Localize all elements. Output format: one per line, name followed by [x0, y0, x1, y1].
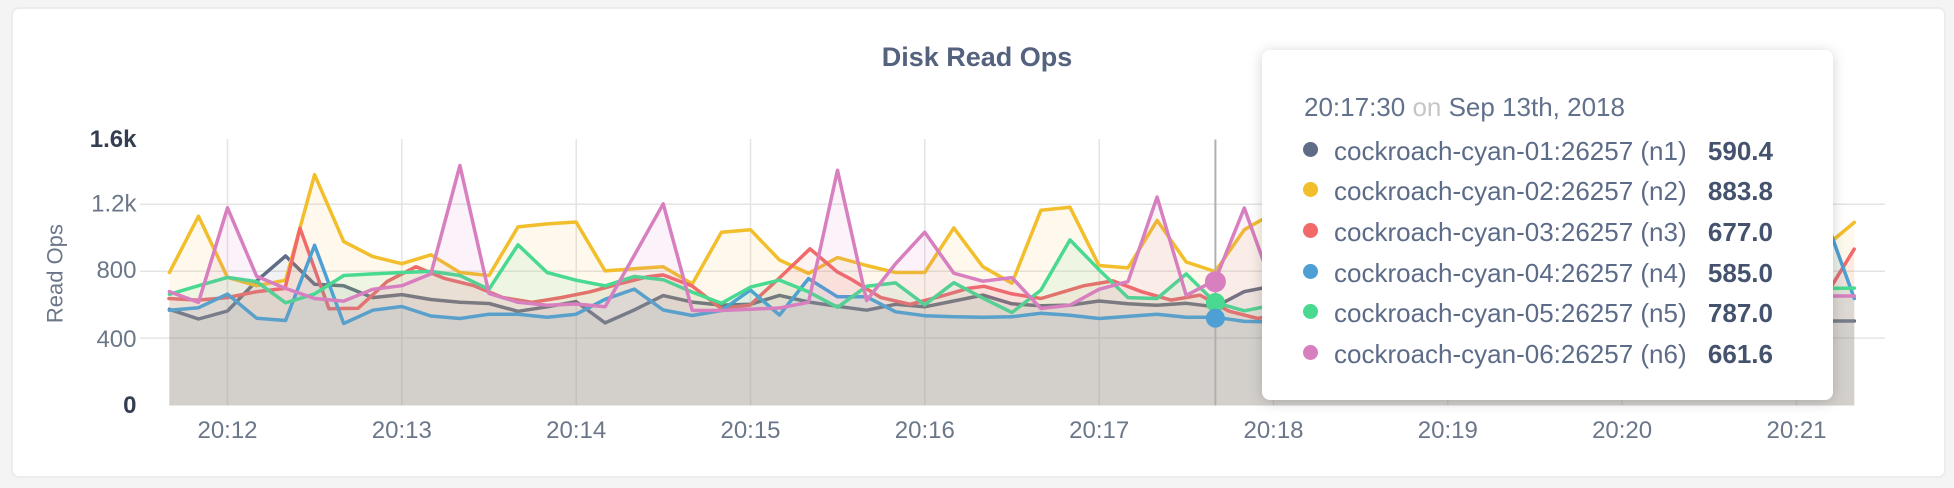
svg-text:20:20: 20:20 — [1592, 417, 1652, 444]
svg-text:0: 0 — [123, 392, 136, 419]
svg-text:20:19: 20:19 — [1418, 417, 1478, 444]
svg-text:20:18: 20:18 — [1243, 417, 1303, 444]
svg-text:1.6k: 1.6k — [90, 126, 137, 153]
svg-text:800: 800 — [96, 257, 136, 284]
svg-text:1.2k: 1.2k — [91, 191, 137, 218]
svg-text:20:21: 20:21 — [1766, 417, 1826, 444]
svg-text:20:16: 20:16 — [895, 417, 955, 444]
svg-text:Read Ops: Read Ops — [43, 224, 68, 323]
svg-text:400: 400 — [96, 326, 136, 353]
svg-text:20:12: 20:12 — [197, 417, 257, 444]
svg-text:20:17: 20:17 — [1069, 417, 1129, 444]
svg-text:20:15: 20:15 — [720, 417, 780, 444]
svg-text:20:13: 20:13 — [372, 417, 432, 444]
svg-text:20:14: 20:14 — [546, 417, 606, 444]
